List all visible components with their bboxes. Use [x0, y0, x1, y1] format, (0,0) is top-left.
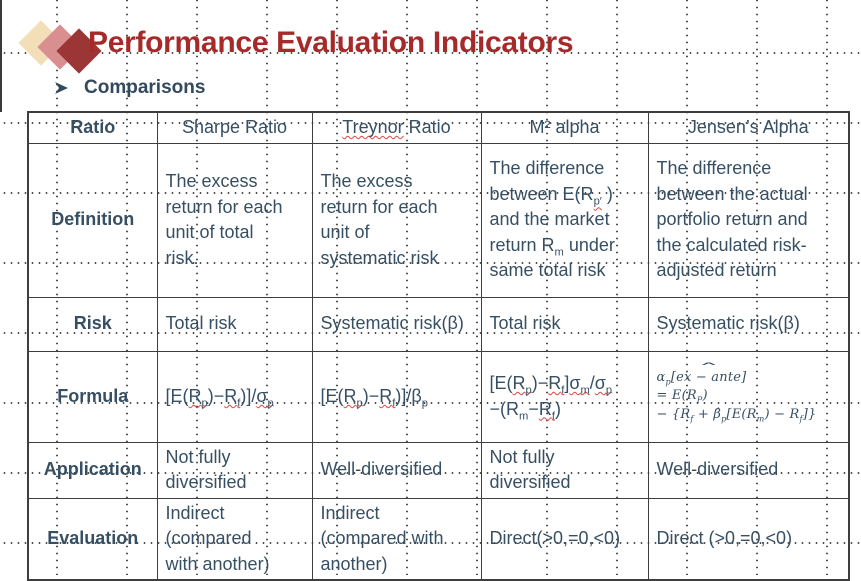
- header-cell-ratio: Ratio: [27, 111, 158, 144]
- table-row-evaluation: Evaluation Indirect (compared with another…: [27, 497, 850, 581]
- cell-evaluation-treynor: Indirect (compared with another): [311, 497, 482, 581]
- cell-application-treynor: Well-diversified: [311, 441, 482, 499]
- subtitle-label: Comparisons: [84, 77, 206, 98]
- header-cell-m2-alpha: M² alpha: [480, 111, 649, 144]
- cell-evaluation-sharpe: Indirect (compared with another): [156, 497, 313, 581]
- cell-risk-jensen: Systematic risk(β): [647, 296, 850, 352]
- row-label-definition: Definition: [27, 142, 158, 298]
- cell-application-sharpe: Not fully diversified: [156, 441, 313, 499]
- row-label-evaluation: Evaluation: [27, 497, 158, 581]
- table-row-definition: Definition The excess return for each unit…: [27, 142, 850, 298]
- cell-risk-m2: Total risk: [480, 296, 649, 352]
- table-row-risk: Risk Total risk Systematic risk(β) Total…: [27, 296, 850, 352]
- header-cell-treynor: Treynor Ratio: [311, 111, 482, 144]
- cell-formula-jensen: αp[ex − ante]= E(RP)− {Rf + β̂p[E(Rm) − …: [647, 350, 850, 443]
- cell-application-m2: Not fully diversified: [480, 441, 649, 499]
- cell-definition-sharpe: The excess return for each unit of total ri…: [156, 142, 313, 298]
- table-header-row: Ratio Sharpe Ratio Treynor Ratio M² alph…: [27, 111, 850, 144]
- header-cell-jensens-alpha: Jensen’s Alpha: [647, 111, 850, 144]
- row-label-application: Application: [27, 441, 158, 499]
- cell-formula-m2: [E(Rp)−Rf]σm/σp −(Rm−Rf): [480, 350, 649, 443]
- cell-definition-treynor: The excess return for each unit of systemat…: [311, 142, 482, 298]
- row-label-risk: Risk: [27, 296, 158, 352]
- table-row-formula: Formula [E(Rp)−Rf)]/σp [E(Rp)−Rf)]/βp [E…: [27, 350, 850, 443]
- comparison-table: Ratio Sharpe Ratio Treynor Ratio M² alph…: [27, 111, 850, 581]
- slide-edge-line: [0, 0, 2, 112]
- cell-risk-treynor: Systematic risk(β): [311, 296, 482, 352]
- arrowhead-bullet-icon: [55, 82, 68, 94]
- table-row-application: Application Not fully diversified Well-di…: [27, 441, 850, 499]
- subtitle-row: Comparisons: [54, 77, 205, 99]
- row-label-formula: Formula: [27, 350, 158, 443]
- page-title: Performance Evaluation Indicators: [88, 26, 574, 59]
- cell-formula-sharpe: [E(Rp)−Rf)]/σp: [156, 350, 313, 443]
- cell-evaluation-m2: Direct(>0,=0,<0): [480, 497, 649, 581]
- cell-definition-m2: The difference between E(Rp′ ) and the mar…: [480, 142, 649, 298]
- cell-application-jensen: Well-diversified: [647, 441, 850, 499]
- cell-risk-sharpe: Total risk: [156, 296, 313, 352]
- cell-formula-treynor: [E(Rp)−Rf)]/βp: [311, 350, 482, 443]
- cell-definition-jensen: The difference between the actual portfoli…: [647, 142, 850, 298]
- cell-evaluation-jensen: Direct (>0,=0,<0): [647, 497, 850, 581]
- header-cell-sharpe: Sharpe Ratio: [156, 111, 313, 144]
